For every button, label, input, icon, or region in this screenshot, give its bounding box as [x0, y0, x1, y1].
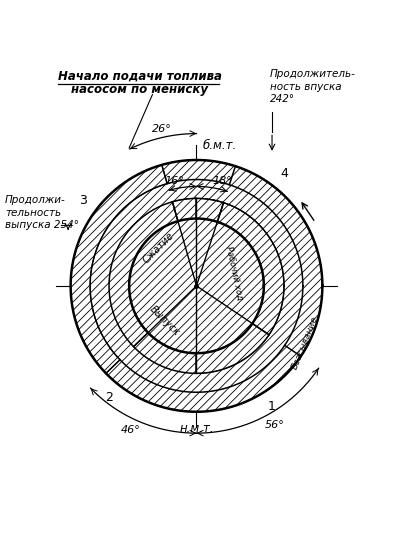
Polygon shape: [71, 160, 303, 412]
Text: 46°: 46°: [121, 425, 141, 435]
Polygon shape: [109, 199, 284, 373]
Polygon shape: [129, 199, 284, 373]
Text: Всасывание: Всасывание: [290, 315, 320, 371]
Text: Рабочий ход: Рабочий ход: [224, 246, 244, 301]
Text: н.м.т.: н.м.т.: [179, 422, 214, 435]
Text: Начало подачи топлива: Начало подачи топлива: [58, 69, 222, 82]
Text: 3: 3: [79, 194, 87, 207]
Text: Сжатие: Сжатие: [141, 231, 176, 265]
Polygon shape: [129, 199, 264, 353]
Text: Выпуск: Выпуск: [148, 304, 182, 338]
Text: 16°: 16°: [164, 176, 184, 186]
Text: 2: 2: [105, 391, 113, 404]
Text: Продолжитель-
ность впуска
242°: Продолжитель- ность впуска 242°: [270, 69, 355, 104]
Text: насосом по мениску: насосом по мениску: [72, 83, 208, 96]
Text: 56°: 56°: [264, 420, 284, 430]
Polygon shape: [90, 160, 322, 412]
Text: 26°: 26°: [152, 124, 172, 134]
Text: Продолжи-
тельность
выпуска 254°: Продолжи- тельность выпуска 254°: [5, 195, 79, 230]
Text: 18°: 18°: [212, 176, 232, 186]
Polygon shape: [129, 199, 264, 353]
Text: б.м.т.: б.м.т.: [203, 139, 237, 152]
Polygon shape: [71, 160, 322, 412]
Text: 1: 1: [268, 400, 276, 413]
Text: 4: 4: [280, 167, 288, 180]
